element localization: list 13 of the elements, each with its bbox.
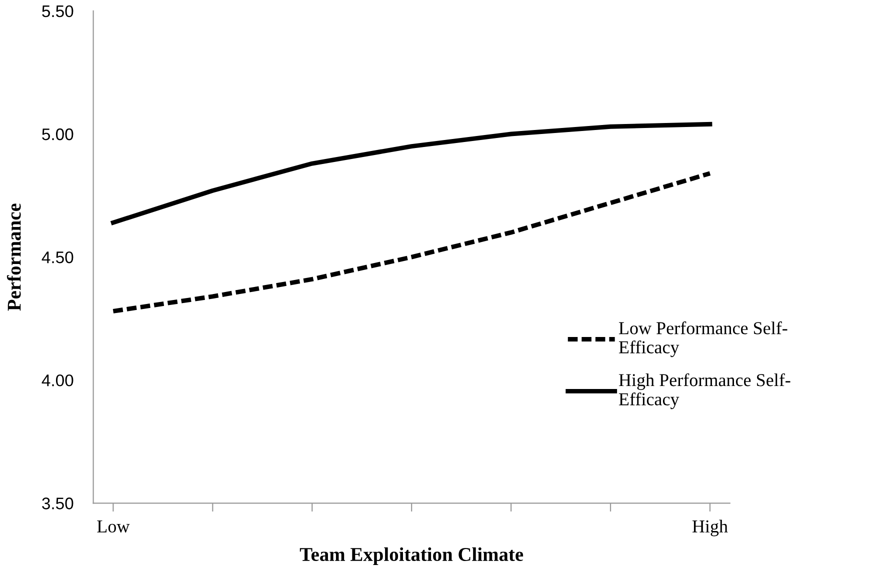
y-tick-label: 5.50 [42,5,74,18]
y-tick-label: 4.00 [42,374,74,386]
x-tick-label: Low [97,520,130,533]
y-tick-label: 5.00 [42,128,74,140]
line-series [110,171,712,314]
legend-label: High Performance Self-Efficacy [618,373,790,410]
y-tick-label: 4.50 [42,251,74,264]
line-series [110,122,712,225]
legend-label: Low Performance Self-Efficacy [618,321,788,358]
y-tick-label: 3.50 [42,498,74,510]
y-axis-title: Performance [6,204,21,311]
x-tick-label: High [692,520,728,536]
x-axis-title: Team Exploitation Climate [300,547,524,565]
